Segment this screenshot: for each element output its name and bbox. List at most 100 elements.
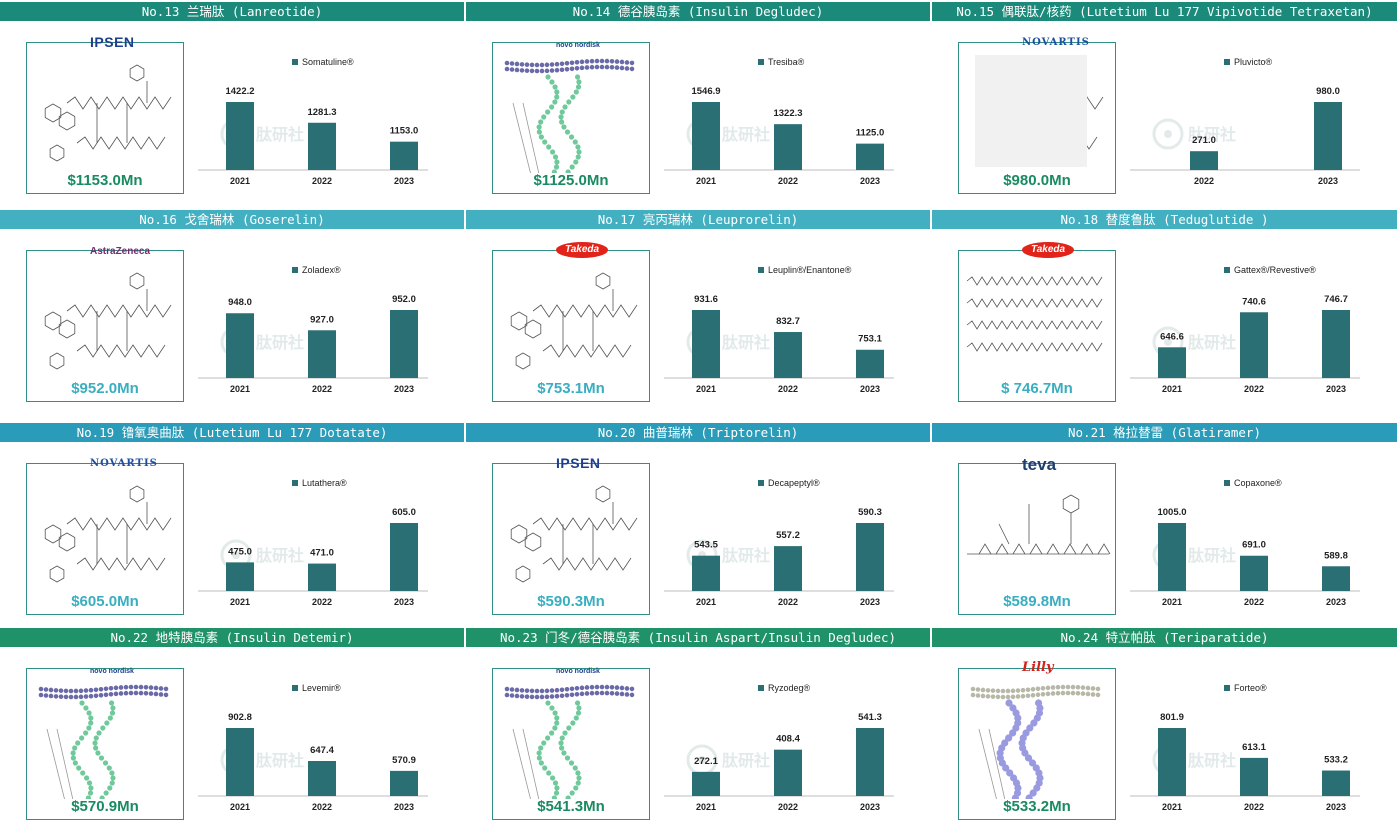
sales-2023-value: $753.1Mn [537, 380, 605, 397]
bead-chain-icon [970, 684, 1101, 799]
legend-label: Decapeptyl® [768, 478, 820, 488]
bar-2023 [856, 728, 884, 796]
bar-2023 [1322, 566, 1350, 591]
x-tick-label: 2023 [394, 176, 414, 186]
bar-2022 [308, 563, 336, 591]
legend-swatch [758, 267, 764, 273]
x-tick-label: 2021 [230, 597, 250, 607]
legend-swatch [758, 59, 764, 65]
legend-label: Ryzodeg® [768, 683, 811, 693]
structure-box: $589.8Mn [958, 463, 1116, 615]
data-label: 590.3 [858, 507, 882, 518]
bar-2023 [390, 310, 418, 378]
legend-label: Tresiba® [768, 57, 805, 67]
x-tick-label: 2022 [312, 176, 332, 186]
x-tick-label: 2023 [860, 802, 880, 812]
bar-2022 [774, 332, 802, 378]
watermark-text: 肽研社 [256, 125, 304, 144]
chart-legend: Gattex®/Revestive® [1224, 265, 1316, 275]
x-tick-label: 2023 [394, 802, 414, 812]
x-tick-label: 2021 [696, 597, 716, 607]
x-tick-label: 2023 [1318, 176, 1338, 186]
legend-label: Leuplin®/Enantone® [768, 265, 852, 275]
data-label: 746.7 [1324, 294, 1348, 305]
bar-2023 [1314, 102, 1342, 170]
data-label: 1125.0 [856, 128, 885, 139]
watermark-text: 肽研社 [256, 333, 304, 352]
data-label: 801.9 [1160, 712, 1184, 723]
novartis-logo-icon: NOVARTIS [90, 458, 158, 469]
data-label: 543.5 [694, 540, 718, 551]
lilly-logo-icon: Lilly [1022, 660, 1054, 675]
sales-bar-chart: 肽研社 475.0 2021 471.0 2022 605.0 2023 [198, 463, 448, 623]
bar-2023 [856, 143, 884, 170]
data-label: 740.6 [1242, 296, 1266, 307]
data-label: 1005.0 [1157, 507, 1186, 518]
x-tick-label: 2021 [230, 384, 250, 394]
chart-legend: Decapeptyl® [758, 478, 820, 488]
x-tick-label: 2022 [1194, 176, 1214, 186]
structure-box: $590.3Mn [492, 463, 650, 615]
x-tick-label: 2021 [1162, 802, 1182, 812]
watermark-text: 肽研社 [256, 546, 304, 565]
x-tick-label: 2022 [1244, 802, 1264, 812]
bar-2022 [774, 124, 802, 170]
x-tick-label: 2021 [696, 384, 716, 394]
bar-2023 [390, 523, 418, 591]
data-label: 605.0 [392, 507, 416, 518]
x-tick-label: 2022 [312, 597, 332, 607]
teva-logo-icon: teva [1022, 455, 1057, 474]
x-tick-label: 2023 [1326, 597, 1346, 607]
sales-bar-chart: 肽研社 948.0 2021 927.0 2022 952.0 2023 [198, 250, 448, 410]
sales-bar-chart: 肽研社 1005.0 2021 691.0 2022 589.8 2023 [1130, 463, 1380, 623]
data-label: 589.8 [1324, 550, 1348, 561]
chart-legend: Pluvicto® [1224, 57, 1272, 67]
legend-swatch [758, 480, 764, 486]
ipsen-logo-icon: IPSEN [556, 455, 601, 471]
data-label: 832.7 [776, 316, 800, 327]
watermark-text: 肽研社 [1188, 125, 1236, 144]
data-label: 557.2 [776, 530, 800, 541]
bar-2021 [226, 562, 254, 591]
panel-title: No.16 戈舍瑞林 (Goserelin) [0, 210, 464, 229]
chart-legend: Lutathera® [292, 478, 347, 488]
sales-bar-chart: 肽研社 801.9 2021 613.1 2022 533.2 2023 [1130, 668, 1380, 828]
bar-2023 [1322, 770, 1350, 796]
bar-2022 [774, 749, 802, 796]
chart-legend: Levemir® [292, 683, 341, 693]
ranking-panel: No.15 偶联肽/核药 (Lutetium Lu 177 Vipivotide… [932, 2, 1397, 208]
sales-bar-chart: 肽研社 543.5 2021 557.2 2022 590.3 2023 [664, 463, 914, 623]
data-label: 570.9 [392, 755, 416, 766]
data-label: 533.2 [1324, 755, 1348, 766]
ranking-panel: No.14 德谷胰岛素 (Insulin Degludec) $1125.0Mn 肽… [466, 2, 930, 208]
x-tick-label: 2023 [1326, 802, 1346, 812]
data-label: 272.1 [694, 756, 718, 767]
bar-2023 [1322, 310, 1350, 378]
watermark-text: 肽研社 [722, 125, 770, 144]
bar-2022 [1240, 555, 1268, 591]
bar-2021 [692, 310, 720, 378]
data-label: 1546.9 [691, 86, 720, 97]
peptide-structure-icon [44, 64, 172, 162]
legend-swatch [1224, 685, 1230, 691]
sales-bar-chart: 肽研社 271.0 2022 980.0 2023 [1130, 42, 1380, 202]
sales-2023-value: $1125.0Mn [533, 172, 609, 189]
data-label: 980.0 [1316, 86, 1340, 97]
legend-label: Levemir® [302, 683, 341, 693]
peptide-structure-icon [510, 272, 638, 370]
x-tick-label: 2022 [778, 802, 798, 812]
bar-2022 [1240, 757, 1268, 796]
panel-title: No.20 曲普瑞林 (Triptorelin) [466, 423, 930, 442]
data-label: 541.3 [858, 712, 882, 723]
ranking-panel: No.23 门冬/德谷胰岛素 (Insulin Aspart/Insulin D… [466, 628, 930, 834]
data-label: 902.8 [228, 712, 252, 723]
chart-legend: Tresiba® [758, 57, 804, 67]
legend-swatch [1224, 267, 1230, 273]
watermark-text: 肽研社 [256, 751, 304, 770]
data-label: 931.6 [694, 294, 718, 305]
data-label: 952.0 [392, 294, 416, 305]
sales-2023-value: $570.9Mn [71, 798, 139, 815]
watermark-text: 肽研社 [1188, 546, 1236, 565]
data-label: 408.4 [776, 734, 800, 745]
legend-swatch [292, 480, 298, 486]
